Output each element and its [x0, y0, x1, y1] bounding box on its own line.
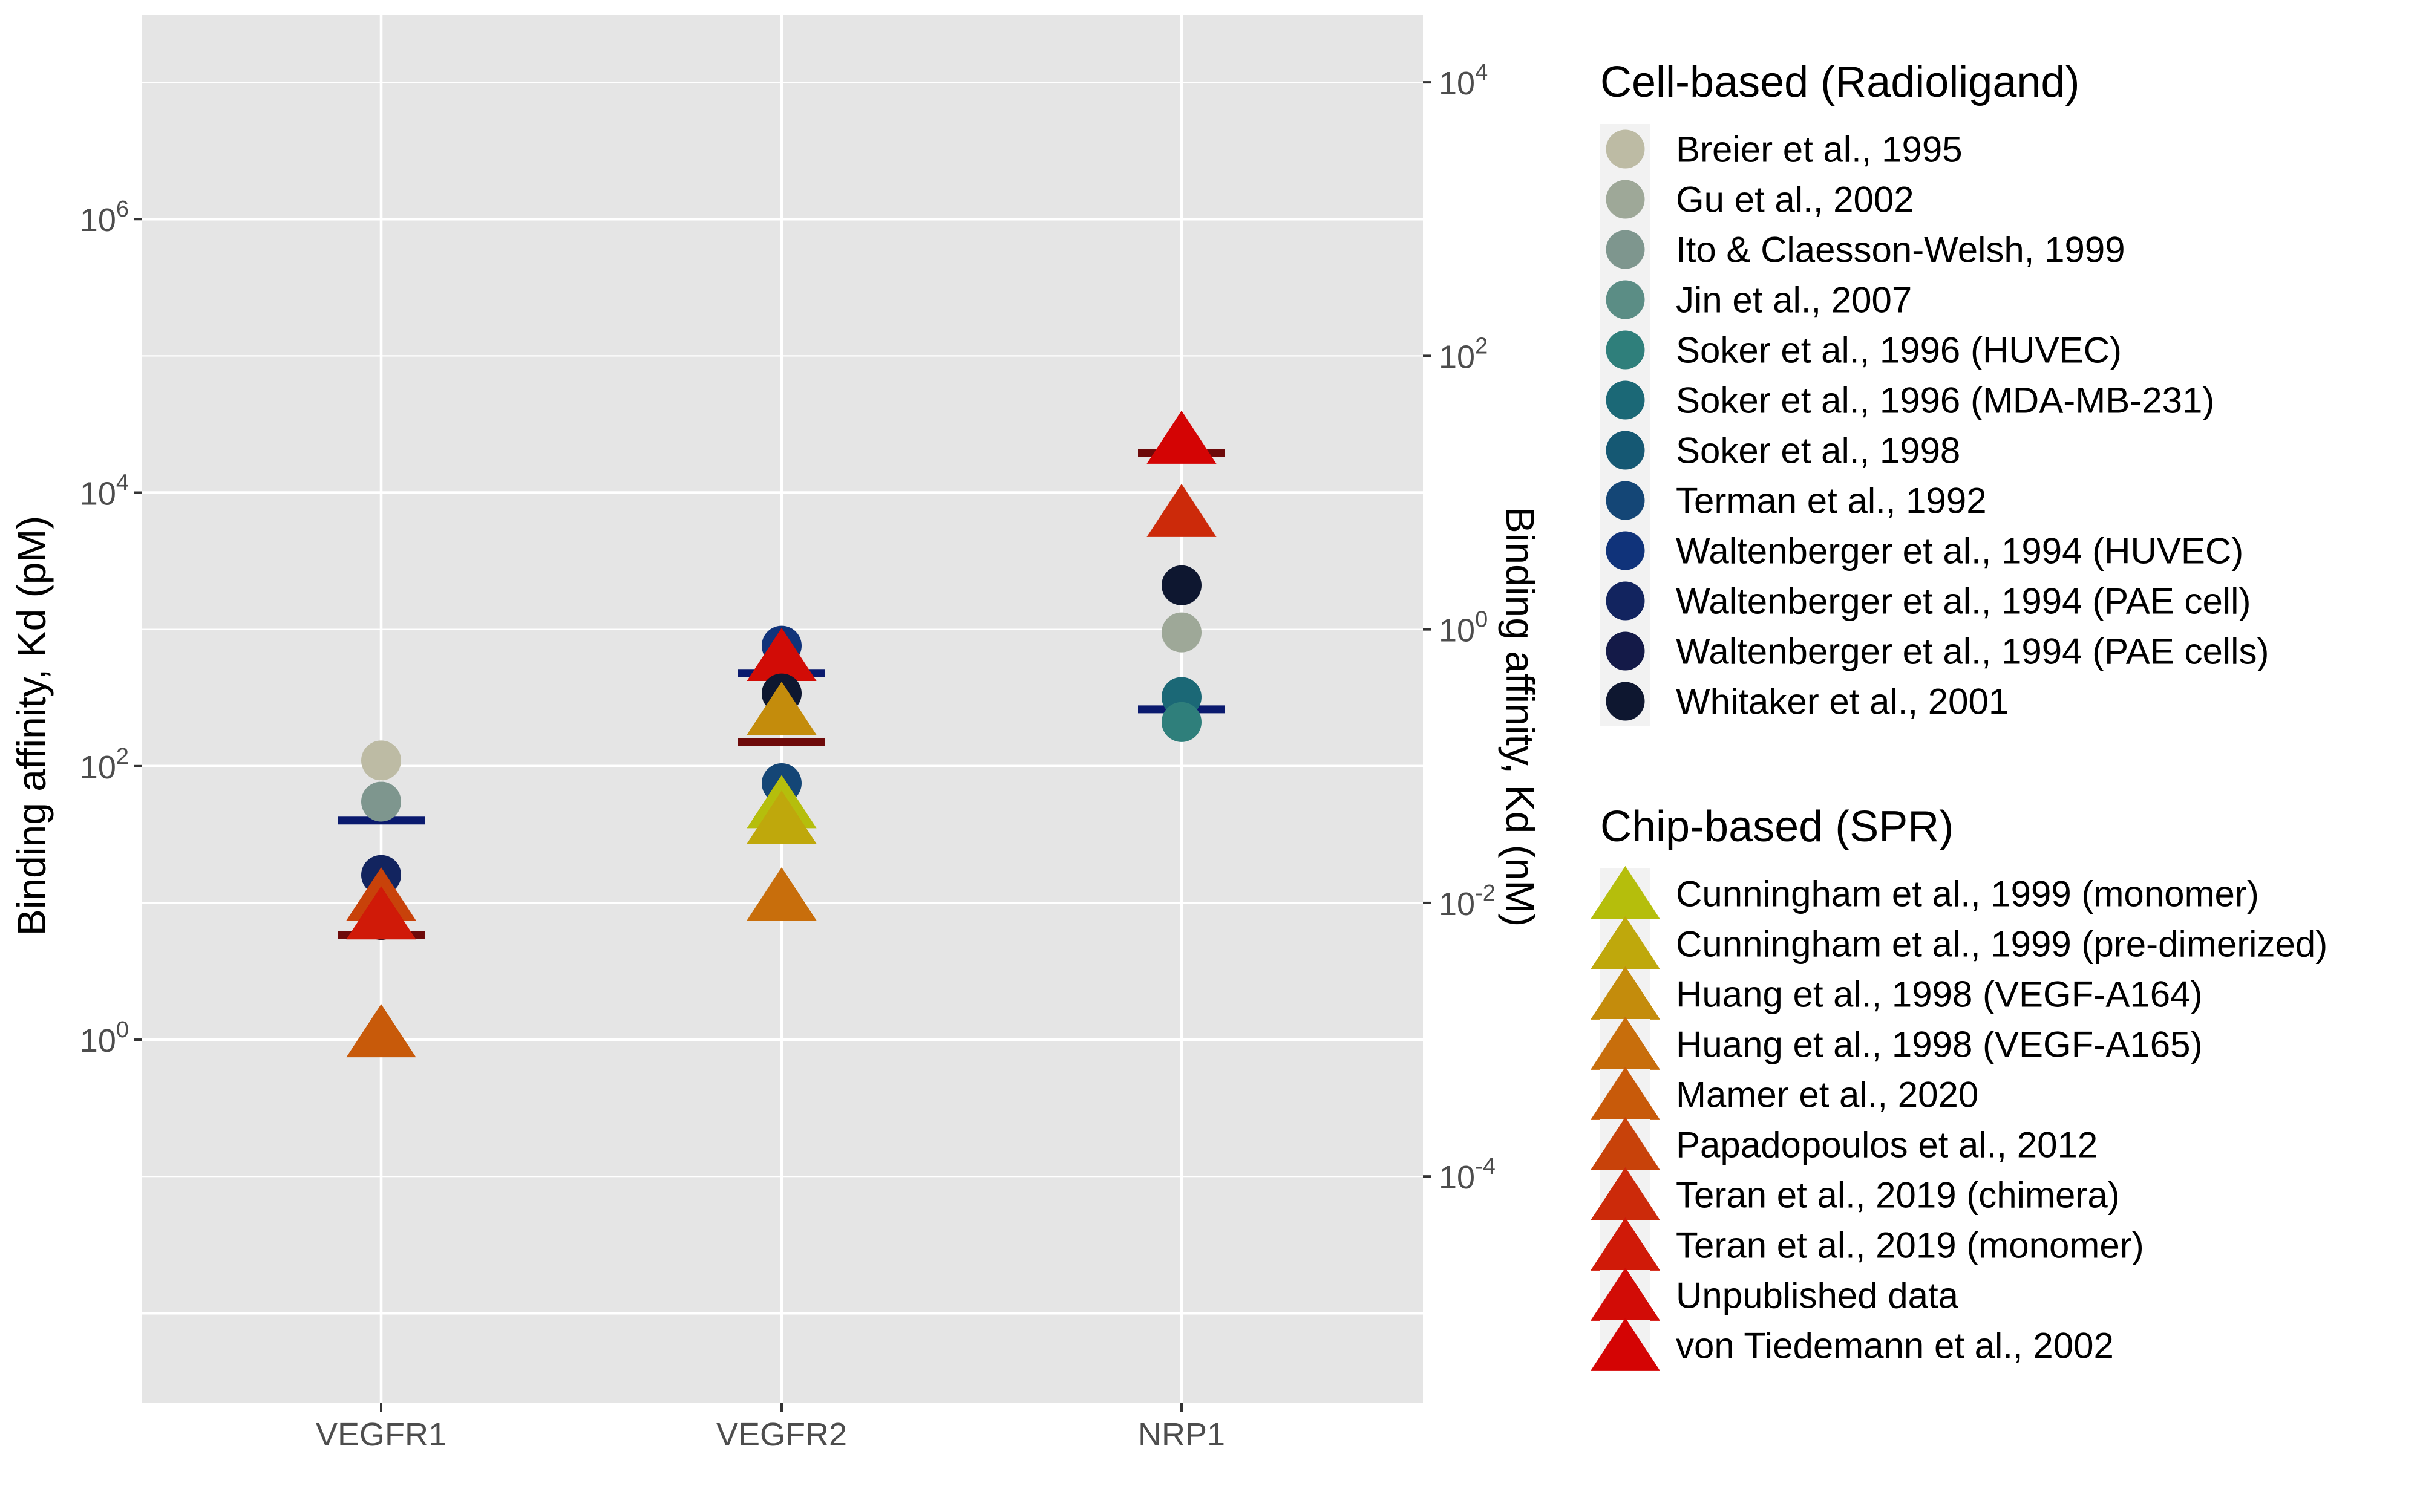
legend-label: Waltenberger et al., 1994 (HUVEC) [1676, 531, 2243, 572]
legend-label: Breier et al., 1995 [1676, 129, 1963, 170]
data-point-triangle [346, 886, 416, 940]
legend-label: Soker et al., 1996 (MDA-MB-231) [1676, 380, 2214, 421]
data-point-circle [361, 781, 401, 822]
legend-label: Huang et al., 1998 (VEGF-A164) [1676, 974, 2202, 1015]
data-point-circle [1162, 612, 1202, 653]
data-point-triangle [1146, 410, 1217, 464]
legend-label: Teran et al., 2019 (monomer) [1676, 1225, 2144, 1266]
legend-label: Waltenberger et al., 1994 (PAE cells) [1676, 631, 2269, 672]
legend-triangle [1590, 916, 1661, 969]
legend-triangle [1590, 1267, 1661, 1321]
legend-triangle [1590, 1167, 1661, 1220]
legend-circle [1606, 481, 1645, 520]
y-axis-title-left: Binding affinity, Kd (pM) [9, 516, 54, 936]
y-tick-label-left: 106 [80, 197, 129, 238]
legend-circle [1606, 180, 1645, 219]
y-tick-label-right: 10-4 [1439, 1154, 1496, 1196]
x-tick-label: NRP1 [1138, 1416, 1225, 1453]
legend-triangle [1590, 1116, 1661, 1170]
y-tick-label-right: 10-2 [1439, 881, 1496, 922]
y-tick-label-right: 100 [1439, 607, 1488, 649]
legend-label: Cunningham et al., 1999 (pre-dimerized) [1676, 924, 2327, 965]
legend-triangle [1590, 966, 1661, 1020]
legend-label: Jin et al., 2007 [1676, 280, 1912, 321]
y-tick-label-right: 102 [1439, 333, 1488, 375]
legend-circle [1606, 431, 1645, 470]
legend-triangle [1590, 865, 1661, 919]
y-axis-title-right: Binding affinity, Kd (nM) [1498, 507, 1543, 927]
data-point-triangle [747, 627, 817, 681]
legend-label: Gu et al., 2002 [1676, 180, 1914, 220]
legend-circle [1606, 330, 1645, 370]
axes: 100 102 104 106 10-4 10-2 100 102 104 VEGFR1 VEGFR… [80, 60, 1496, 1453]
data-point-circle [1162, 565, 1202, 605]
y-tick-label-left: 100 [80, 1017, 129, 1059]
legend-label: Papadopoulos et al., 2012 [1676, 1125, 2098, 1165]
legend-label: Soker et al., 1996 (HUVEC) [1676, 330, 2122, 371]
legend-circle [1606, 129, 1645, 169]
legend-label: Waltenberger et al., 1994 (PAE cell) [1676, 581, 2251, 622]
data-point-triangle [1146, 483, 1217, 537]
y-tick-label-left: 104 [80, 471, 129, 512]
legend-label: Terman et al., 1992 [1676, 481, 1987, 521]
data-point-triangle [747, 682, 817, 735]
legend-circle [1606, 280, 1645, 319]
x-tick-label: VEGFR1 [316, 1416, 446, 1453]
data-point-triangle [747, 790, 817, 844]
legend-label: Huang et al., 1998 (VEGF-A165) [1676, 1025, 2202, 1065]
legend-title: Cell-based (Radioligand) [1600, 58, 2079, 106]
legend-circle [1606, 531, 1645, 570]
legend: Cell-based (Radioligand) Breier et al., 1… [1590, 58, 2327, 1371]
legend-label: Mamer et al., 2020 [1676, 1075, 1978, 1115]
data-point-triangle [747, 867, 817, 921]
legend-circle [1606, 380, 1645, 420]
legend-label: Cunningham et al., 1999 (monomer) [1676, 874, 2259, 914]
gridlines [142, 15, 1423, 1403]
legend-triangle [1590, 1066, 1661, 1120]
legend-triangle [1590, 1317, 1661, 1371]
data-point-triangle [346, 1004, 416, 1058]
legend-triangle [1590, 1217, 1661, 1271]
data-point-circle [361, 740, 401, 781]
legend-circle [1606, 581, 1645, 621]
legend-circle [1606, 631, 1645, 671]
legend-title: Chip-based (SPR) [1600, 803, 1954, 851]
legend-circle [1606, 230, 1645, 269]
legend-triangle [1590, 1016, 1661, 1070]
legend-label: Unpublished data [1676, 1276, 1959, 1316]
legend-label: Ito & Claesson-Welsh, 1999 [1676, 230, 2125, 270]
legend-label: Soker et al., 1998 [1676, 431, 1960, 471]
legend-label: Teran et al., 2019 (chimera) [1676, 1175, 2120, 1216]
data-points [346, 410, 1217, 1058]
y-tick-label-right: 104 [1439, 60, 1488, 102]
x-tick-label: VEGFR2 [716, 1416, 847, 1453]
legend-circle [1606, 682, 1645, 721]
y-tick-label-left: 102 [80, 744, 129, 786]
legend-label: Whitaker et al., 2001 [1676, 682, 2009, 722]
data-point-circle [1162, 702, 1202, 742]
legend-label: von Tiedemann et al., 2002 [1676, 1326, 2114, 1366]
